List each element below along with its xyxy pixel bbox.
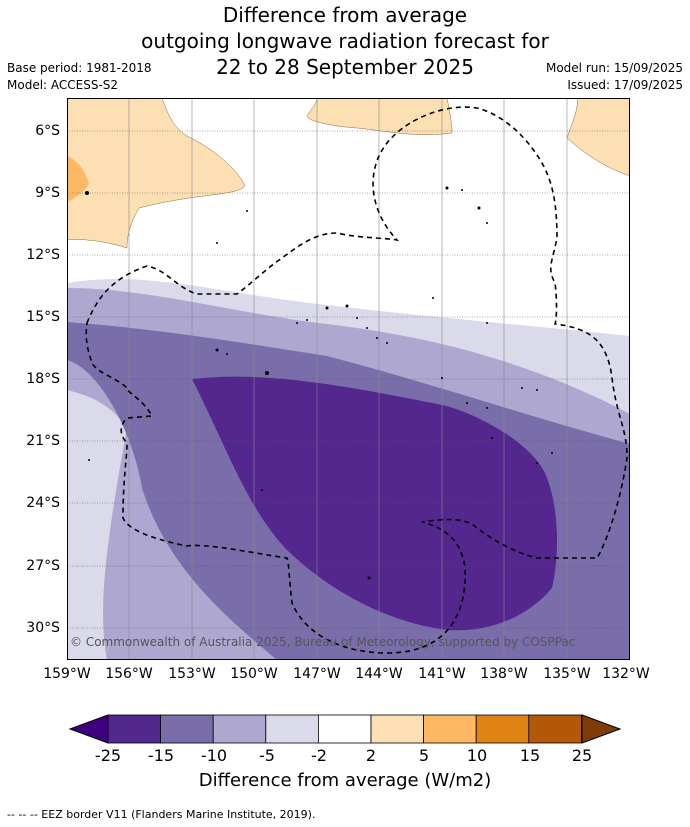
- island: [215, 348, 219, 352]
- island: [445, 186, 449, 190]
- lon-label: 132°W: [602, 666, 650, 682]
- island: [551, 452, 553, 454]
- map-frame: [67, 98, 630, 660]
- colorbar-cell: [475, 714, 530, 744]
- map-title: Difference from average outgoing longwav…: [0, 2, 690, 80]
- eez-footnote: -- -- -- EEZ border V11 (Flanders Marine…: [7, 808, 316, 821]
- positive-anomaly-west: [67, 98, 246, 249]
- colorbar-min-extend: [68, 714, 109, 744]
- lat-label: 18°S: [26, 371, 60, 387]
- colorbar-cell: [212, 714, 267, 744]
- eez-border: [85, 106, 628, 654]
- lon-label: 153°W: [168, 666, 216, 682]
- lon-label: 135°W: [543, 666, 591, 682]
- colorbar-max-extend: [581, 714, 622, 744]
- islands: [85, 186, 553, 580]
- island: [386, 342, 388, 344]
- island: [441, 377, 443, 379]
- colorbar-tick: -5: [259, 746, 275, 765]
- island: [466, 402, 468, 404]
- island: [356, 317, 358, 319]
- island: [226, 353, 228, 355]
- lat-label: 27°S: [26, 558, 60, 574]
- lat-label: 6°S: [35, 123, 60, 139]
- map-panel: © Commonwealth of Australia 2025, Bureau…: [67, 98, 630, 660]
- island: [246, 210, 248, 212]
- island: [345, 304, 349, 308]
- island: [376, 337, 378, 339]
- colorbar-label: Difference from average (W/m2): [198, 770, 492, 791]
- base-period: Base period: 1981-2018: [7, 61, 152, 75]
- island: [486, 222, 488, 224]
- island: [325, 306, 329, 310]
- colorbar-cells: [107, 714, 582, 744]
- island: [486, 322, 488, 324]
- lon-label: 141°W: [418, 666, 466, 682]
- island: [261, 489, 263, 491]
- colorbar-tick: 10: [466, 746, 488, 765]
- island: [432, 297, 434, 299]
- model-run: Model run: 15/09/2025: [545, 61, 683, 75]
- colorbar-tick: 15: [519, 746, 541, 765]
- colorbar-cell: [265, 714, 319, 744]
- island: [521, 387, 523, 389]
- colorbar-cell: [107, 714, 161, 744]
- copyright-text: © Commonwealth of Australia 2025, Bureau…: [70, 635, 575, 649]
- island: [461, 189, 463, 191]
- island: [366, 327, 368, 329]
- lon-label: 159°W: [43, 666, 91, 682]
- positive-anomaly-north: [306, 98, 453, 135]
- lon-label: 144°W: [355, 666, 403, 682]
- colorbar-tick: -15: [147, 746, 175, 765]
- colorbar-tick: -2: [311, 746, 327, 765]
- issued-date: Issued: 17/09/2025: [567, 78, 683, 92]
- colorbar-cell: [528, 714, 582, 744]
- island: [367, 576, 371, 580]
- island: [88, 459, 90, 461]
- colorbar-cell: [370, 714, 424, 744]
- colorbar-tick: -10: [200, 746, 228, 765]
- colorbar-tick: 25: [571, 746, 593, 765]
- band-minus-25: [192, 376, 557, 631]
- island: [306, 319, 308, 321]
- positive-anomaly-east: [566, 98, 630, 177]
- island: [296, 322, 298, 324]
- title-line-2: outgoing longwave radiation forecast for: [141, 29, 549, 53]
- meta-left: Base period: 1981-2018 Model: ACCESS-S2: [7, 60, 152, 94]
- lat-label: 24°S: [26, 495, 60, 511]
- colorbar: [68, 714, 622, 744]
- colorbar-tick: 2: [365, 746, 377, 765]
- meta-right: Model run: 15/09/2025 Issued: 17/09/2025: [546, 60, 683, 94]
- colorbar-cell: [160, 714, 214, 744]
- lon-label: 147°W: [293, 666, 341, 682]
- island: [486, 407, 488, 409]
- island: [536, 389, 538, 391]
- title-line-1: Difference from average: [222, 3, 468, 27]
- colorbar-cell: [317, 714, 372, 744]
- colorbar-tick: -25: [94, 746, 122, 765]
- island: [477, 206, 481, 210]
- lat-label: 15°S: [26, 309, 60, 325]
- lat-label: 12°S: [26, 247, 60, 263]
- lat-label: 9°S: [35, 185, 60, 201]
- lon-label: 150°W: [230, 666, 278, 682]
- positive-anomaly-5-to-10: [67, 156, 89, 202]
- title-line-3: 22 to 28 September 2025: [216, 55, 474, 79]
- island: [491, 437, 493, 439]
- lon-label: 156°W: [105, 666, 153, 682]
- island: [536, 462, 538, 464]
- island: [265, 371, 269, 375]
- model-name: Model: ACCESS-S2: [7, 78, 119, 92]
- island: [85, 191, 89, 195]
- island: [216, 242, 218, 244]
- lat-label: 21°S: [26, 433, 60, 449]
- lat-label: 30°S: [26, 620, 60, 636]
- colorbar-cell: [423, 714, 477, 744]
- colorbar-tick: 5: [418, 746, 430, 765]
- lon-label: 138°W: [480, 666, 528, 682]
